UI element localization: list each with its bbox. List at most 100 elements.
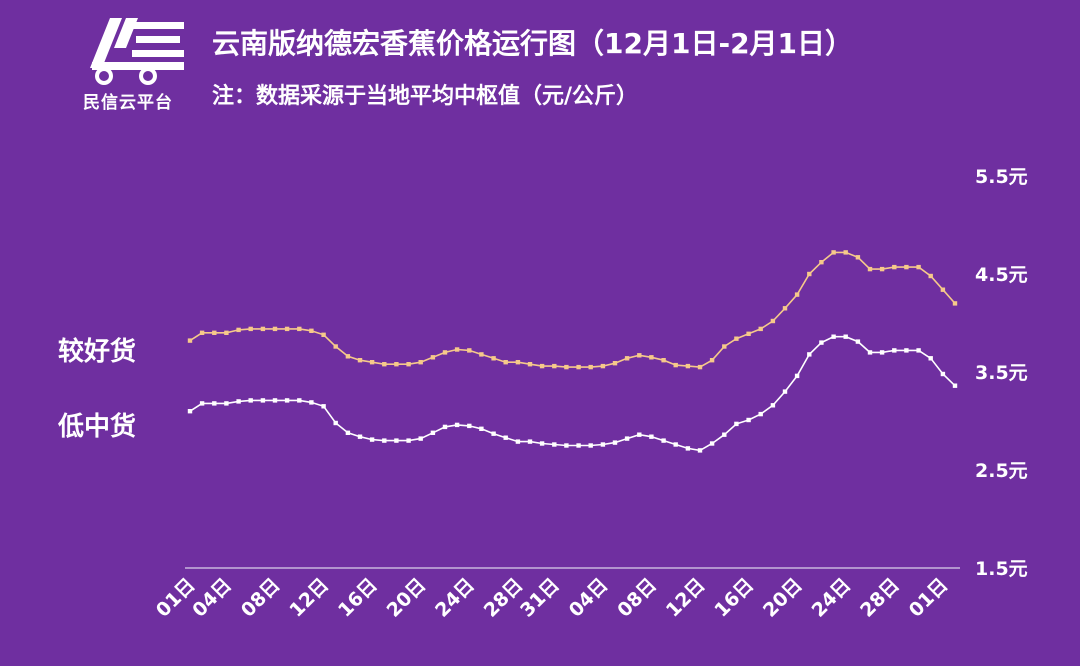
data-point bbox=[272, 398, 278, 403]
y-tick-label: 3.5元 bbox=[975, 362, 1028, 384]
data-point bbox=[394, 362, 399, 367]
data-point bbox=[418, 360, 423, 365]
data-point bbox=[284, 398, 290, 403]
x-tick-label: 28日 bbox=[856, 574, 904, 622]
brand-name: 民信云平台 bbox=[83, 93, 173, 113]
data-point bbox=[637, 432, 642, 437]
data-point bbox=[260, 398, 266, 403]
data-point bbox=[673, 442, 678, 447]
data-point bbox=[855, 339, 861, 344]
data-point bbox=[892, 348, 897, 353]
data-point bbox=[394, 438, 399, 443]
data-point bbox=[819, 340, 824, 345]
data-point bbox=[576, 364, 581, 370]
data-point bbox=[709, 358, 715, 363]
data-point bbox=[406, 438, 411, 443]
data-point bbox=[794, 292, 800, 297]
data-point bbox=[467, 348, 472, 353]
data-point bbox=[709, 441, 715, 446]
data-point bbox=[309, 400, 314, 405]
x-tick-label: 16日 bbox=[334, 574, 382, 622]
series-label: 低中货 bbox=[57, 411, 136, 442]
data-point bbox=[199, 330, 205, 335]
data-point bbox=[746, 417, 751, 423]
data-point bbox=[624, 356, 630, 361]
data-point bbox=[697, 364, 703, 370]
data-point bbox=[758, 326, 763, 332]
x-tick-label: 20日 bbox=[759, 574, 807, 622]
data-point bbox=[491, 431, 496, 436]
data-point bbox=[491, 356, 496, 361]
data-point bbox=[479, 352, 484, 357]
data-point bbox=[369, 437, 375, 442]
data-point bbox=[722, 432, 727, 437]
data-point bbox=[649, 355, 654, 360]
x-tick-label: 01日 bbox=[905, 574, 953, 622]
data-point bbox=[503, 435, 508, 440]
data-point bbox=[843, 250, 848, 255]
x-tick-label: 16日 bbox=[710, 574, 758, 622]
data-point bbox=[904, 264, 909, 270]
data-point bbox=[454, 347, 460, 352]
data-point bbox=[612, 440, 618, 445]
data-point bbox=[187, 338, 193, 343]
data-point bbox=[515, 360, 521, 365]
data-point bbox=[564, 364, 569, 370]
data-point bbox=[867, 350, 873, 355]
data-point bbox=[187, 409, 193, 414]
y-tick-label: 1.5元 bbox=[975, 558, 1028, 580]
data-point bbox=[588, 364, 593, 370]
data-point bbox=[260, 326, 266, 332]
data-point bbox=[430, 355, 436, 360]
truck-logo-icon bbox=[90, 18, 184, 85]
data-point bbox=[479, 426, 484, 431]
x-tick-label: 24日 bbox=[808, 574, 856, 622]
data-point bbox=[855, 255, 861, 260]
data-point bbox=[770, 403, 776, 408]
y-tick-label: 2.5元 bbox=[975, 460, 1028, 482]
data-point bbox=[236, 327, 241, 333]
data-point bbox=[940, 371, 946, 377]
data-point bbox=[637, 353, 642, 358]
data-point bbox=[807, 271, 812, 277]
data-point bbox=[843, 334, 848, 339]
data-point bbox=[940, 287, 946, 292]
data-point bbox=[564, 443, 569, 448]
x-tick-label: 12日 bbox=[662, 574, 710, 622]
data-point bbox=[624, 436, 630, 441]
data-point bbox=[467, 423, 472, 429]
data-point bbox=[928, 273, 933, 279]
data-point bbox=[867, 266, 873, 272]
data-point bbox=[297, 326, 302, 332]
x-tick-label: 01日 bbox=[152, 574, 200, 622]
data-point bbox=[661, 358, 666, 363]
data-point bbox=[321, 404, 326, 409]
data-point bbox=[442, 350, 448, 355]
data-point bbox=[952, 301, 958, 306]
data-point bbox=[892, 264, 897, 270]
data-point bbox=[782, 306, 788, 311]
data-point bbox=[333, 420, 338, 426]
data-point bbox=[770, 318, 776, 324]
data-point bbox=[734, 336, 739, 341]
data-point bbox=[612, 361, 618, 366]
data-point bbox=[649, 434, 654, 439]
data-point bbox=[600, 363, 606, 369]
x-tick-label: 31日 bbox=[516, 574, 564, 622]
data-point bbox=[418, 436, 423, 441]
data-point bbox=[685, 363, 691, 369]
data-point bbox=[199, 401, 205, 406]
data-point bbox=[248, 326, 253, 332]
data-point bbox=[928, 356, 933, 361]
data-point bbox=[284, 326, 290, 332]
chart-subtitle: 注：数据采源于当地平均中枢值（元/公斤） bbox=[212, 84, 639, 109]
data-point bbox=[879, 266, 885, 272]
data-point bbox=[916, 264, 921, 270]
data-point bbox=[539, 363, 545, 369]
data-point bbox=[406, 362, 411, 367]
data-point bbox=[673, 362, 678, 368]
data-point bbox=[527, 362, 533, 367]
data-point bbox=[382, 438, 387, 443]
x-tick-label: 12日 bbox=[285, 574, 333, 622]
data-point bbox=[539, 441, 545, 446]
